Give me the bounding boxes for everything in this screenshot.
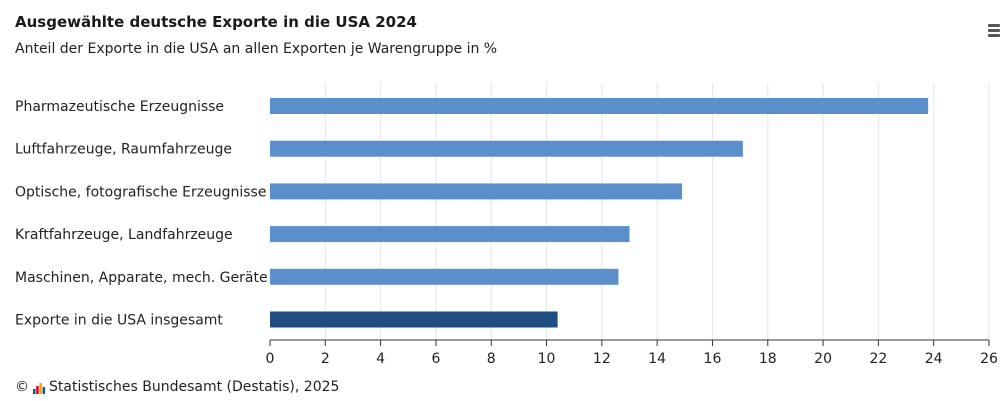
chart-subtitle: Anteil der Exporte in die USA an allen E… [15,41,498,57]
category-label: Pharmazeutische Erzeugnisse [15,99,224,115]
x-tick-label: 10 [538,351,556,367]
bar[interactable] [270,311,558,328]
destatis-logo-icon [33,383,45,394]
footer: © Statistisches Bundesamt (Destatis), 20… [15,379,339,395]
x-tick-label: 4 [376,351,385,367]
category-label: Exporte in die USA insgesamt [15,313,223,329]
x-tick-label: 26 [980,351,998,367]
x-tick-label: 8 [487,351,496,367]
x-tick-label: 6 [431,351,440,367]
chart-title: Ausgewählte deutsche Exporte in die USA … [15,13,417,31]
x-tick-label: 12 [593,351,611,367]
category-label: Optische, fotografische Erzeugnisse [15,184,266,200]
category-label: Luftfahrzeuge, Raumfahrzeuge [15,142,232,158]
bar[interactable] [270,183,683,200]
x-tick-label: 16 [704,351,722,367]
x-tick-label: 0 [266,351,275,367]
source-text: Statistisches Bundesamt (Destatis), 2025 [49,379,340,395]
copyright-symbol: © [15,379,29,395]
x-tick-label: 14 [648,351,666,367]
x-tick-label: 20 [814,351,832,367]
bar[interactable] [270,226,630,243]
category-label: Kraftfahrzeuge, Landfahrzeuge [15,227,233,243]
hamburger-menu-icon[interactable] [988,24,1000,38]
x-tick-label: 22 [869,351,887,367]
bar-chart: Pharmazeutische Erzeugnisse Luftfahrzeuge… [15,83,998,367]
x-tick-label: 18 [759,351,777,367]
x-tick-label: 2 [321,351,330,367]
x-tick-label: 24 [925,351,943,367]
category-label: Maschinen, Apparate, mech. Geräte [15,270,268,286]
bar[interactable] [270,268,619,285]
bar[interactable] [270,140,743,157]
bar[interactable] [270,98,929,114]
